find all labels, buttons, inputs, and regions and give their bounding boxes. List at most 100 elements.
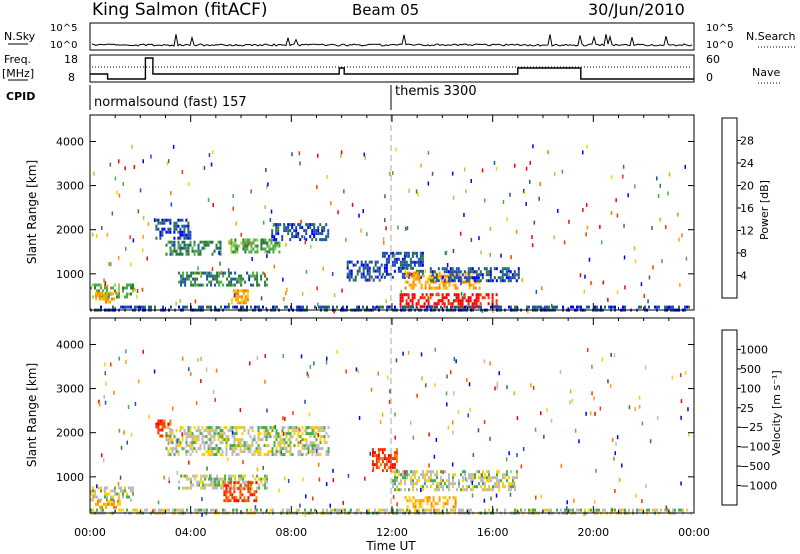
power-echo-cell <box>283 223 286 227</box>
power-echo-cell <box>165 230 168 234</box>
velocity-echo-cell <box>283 441 286 445</box>
power-echo-cell <box>305 232 308 236</box>
power-echo-cell <box>210 280 213 284</box>
power-echo-cell <box>275 223 278 227</box>
velocity-echo-cell <box>492 476 494 480</box>
velocity-echo-cell <box>163 422 166 426</box>
velocity-echo-cell <box>420 485 422 489</box>
power-echo-cell <box>578 305 580 309</box>
velocity-echo-cell <box>247 444 250 448</box>
power-echo-cell <box>307 223 310 227</box>
power-echo-cell <box>171 243 174 247</box>
velocity-echo-cell <box>201 441 204 445</box>
power-echo-cell <box>175 249 178 253</box>
power-echo-cell <box>279 223 282 227</box>
power-echo-cell <box>185 249 188 253</box>
power-echo-cell <box>478 286 481 290</box>
power-echo-cell <box>219 252 222 256</box>
velocity-echo-cell <box>227 481 230 485</box>
velocity-echo-cell <box>165 434 168 438</box>
velocity-echo-cell <box>235 481 238 485</box>
power-echo-cell <box>234 271 237 275</box>
velocity-echo-cell <box>185 435 188 439</box>
velocity-echo-cell <box>640 508 642 512</box>
power-speckle-cell <box>510 255 512 260</box>
velocity-speckle-cell <box>215 368 218 373</box>
velocity-echo-cell <box>490 476 492 480</box>
velocity-echo-cell <box>414 476 416 480</box>
velocity-speckle-cell <box>609 384 612 389</box>
power-echo-cell <box>230 271 233 275</box>
power-echo-cell <box>417 302 420 306</box>
power-echo-cell <box>378 305 380 309</box>
velocity-echo-cell <box>484 488 486 492</box>
velocity-echo-cell <box>398 488 400 492</box>
velocity-echo-cell <box>391 463 394 467</box>
power-echo-cell <box>262 305 264 309</box>
velocity-echo-cell <box>96 508 98 512</box>
velocity-echo-cell <box>416 479 418 483</box>
velocity-echo-cell <box>393 457 396 461</box>
power-echo-cell <box>358 266 361 270</box>
power-echo-cell <box>469 296 472 300</box>
power-echo-cell <box>266 277 269 281</box>
power-speckle-cell <box>397 225 399 230</box>
velocity-echo-cell <box>225 453 228 457</box>
power-echo-cell <box>246 241 249 245</box>
velocity-echo-cell <box>118 486 120 490</box>
power-speckle-cell <box>588 257 591 262</box>
power-echo-cell <box>188 277 191 281</box>
velocity-echo-cell <box>180 474 183 478</box>
power-ylabel: Slant Range [km] <box>25 160 39 264</box>
power-echo-cell <box>193 249 196 253</box>
power-echo-cell <box>368 269 371 273</box>
velocity-speckle-cell <box>318 477 321 482</box>
velocity-echo-cell <box>426 470 428 474</box>
power-echo-cell <box>102 289 104 293</box>
power-echo-cell <box>383 266 386 270</box>
velocity-echo-cell <box>222 483 225 487</box>
velocity-echo-cell <box>438 496 441 500</box>
power-speckle-cell <box>563 240 566 245</box>
velocity-echo-cell <box>219 447 222 451</box>
power-echo-cell <box>242 298 245 302</box>
velocity-echo-cell <box>247 432 250 436</box>
velocity-echo-cell <box>344 508 346 512</box>
velocity-echo-cell <box>176 508 178 512</box>
power-echo-cell <box>92 295 94 299</box>
power-echo-cell <box>197 249 200 253</box>
velocity-speckle-cell <box>496 385 498 390</box>
velocity-echo-cell <box>325 453 328 457</box>
velocity-echo-cell <box>470 508 472 512</box>
power-echo-cell <box>461 299 464 303</box>
power-echo-cell <box>271 232 274 236</box>
velocity-speckle-cell <box>616 435 619 440</box>
velocity-echo-cell <box>113 499 115 503</box>
power-echo-cell <box>664 305 666 309</box>
velocity-echo-cell <box>377 457 380 461</box>
velocity-echo-cell <box>406 470 408 474</box>
power-echo-cell <box>413 260 416 264</box>
velocity-echo-cell <box>225 490 228 494</box>
power-echo-cell <box>180 277 183 281</box>
velocity-echo-cell <box>432 479 434 483</box>
velocity-y-tick-label: 4000 <box>56 338 84 351</box>
power-speckle-cell <box>116 190 118 195</box>
velocity-echo-cell <box>287 432 290 436</box>
velocity-speckle-cell <box>530 383 532 388</box>
power-echo-cell <box>200 305 202 309</box>
power-echo-cell <box>276 244 279 248</box>
power-speckle-cell <box>393 252 396 257</box>
velocity-echo-cell <box>100 486 102 490</box>
power-echo-cell <box>354 275 357 279</box>
power-echo-cell <box>477 273 480 277</box>
power-echo-cell <box>182 277 185 281</box>
velocity-echo-cell <box>246 480 249 484</box>
velocity-speckle-cell <box>641 499 643 504</box>
power-echo-cell <box>467 273 470 277</box>
power-echo-cell <box>173 221 176 225</box>
velocity-speckle-cell <box>392 495 395 500</box>
velocity-echo-cell <box>223 484 226 488</box>
velocity-echo-cell <box>392 482 394 486</box>
